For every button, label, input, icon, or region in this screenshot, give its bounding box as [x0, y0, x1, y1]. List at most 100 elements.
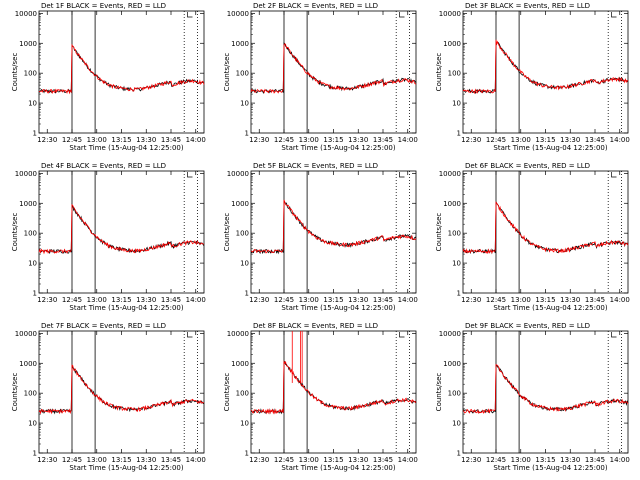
x-tick-label: 13:30 [136, 456, 156, 464]
y-axis-label: Counts/sec [223, 373, 231, 412]
panel-title: Det 2F BLACK = Events, RED = LLD [253, 2, 378, 10]
y-axis-label: Counts/sec [223, 213, 231, 252]
series-events-line [250, 199, 417, 255]
series-lld-line [250, 199, 417, 254]
y-axis-label: Counts/sec [223, 53, 231, 92]
x-tick-label: 13:30 [560, 456, 580, 464]
y-axis-label: Counts/sec [435, 373, 443, 412]
x-tick-label: 13:00 [299, 136, 319, 144]
x-tick-label: 13:15 [111, 296, 131, 304]
x-tick-label: 12:45 [274, 296, 294, 304]
series-events-line [38, 203, 205, 255]
panel-title: Det 1F BLACK = Events, RED = LLD [41, 2, 166, 10]
panel-title: Det 9F BLACK = Events, RED = LLD [465, 322, 590, 330]
y-tick-label: 10 [452, 100, 461, 108]
x-tick-label: 13:00 [511, 296, 531, 304]
x-tick-label: 14:00 [610, 456, 630, 464]
x-tick-label: 13:00 [299, 296, 319, 304]
x-tick-label: 13:15 [111, 136, 131, 144]
series-events-line [462, 364, 629, 414]
plot-frame [38, 170, 205, 294]
x-tick-label: 13:30 [136, 296, 156, 304]
x-tick-label: 13:15 [323, 296, 343, 304]
x-tick-label: 12:45 [486, 296, 506, 304]
x-tick-label: 13:45 [373, 296, 393, 304]
x-tick-label: 13:00 [87, 296, 107, 304]
panel-title: Det 4F BLACK = Events, RED = LLD [41, 162, 166, 170]
panel-title: Det 7F BLACK = Events, RED = LLD [41, 322, 166, 330]
x-axis-label: Start Time (15-Aug-04 12:25:00) [281, 144, 395, 152]
y-tick-label: 1000 [443, 40, 461, 48]
x-tick-label: 13:00 [87, 456, 107, 464]
series-events-line [38, 45, 205, 94]
panel-title: Det 3F BLACK = Events, RED = LLD [465, 2, 590, 10]
y-tick-label: 10 [240, 260, 249, 268]
y-tick-label: 10000 [15, 170, 37, 178]
y-tick-label: 10000 [439, 330, 461, 338]
y-tick-label: 100 [448, 70, 461, 78]
y-tick-label: 1 [33, 290, 37, 298]
series-events-line [250, 41, 417, 95]
x-tick-label: 13:30 [348, 456, 368, 464]
interval-bracket [187, 12, 193, 18]
x-tick-label: 13:00 [87, 136, 107, 144]
y-tick-label: 10 [452, 260, 461, 268]
interval-bracket [187, 332, 193, 338]
x-tick-label: 14:00 [610, 296, 630, 304]
y-tick-label: 1 [33, 450, 37, 458]
x-axis-label: Start Time (15-Aug-04 12:25:00) [69, 144, 183, 152]
detector-panel: 1 10 100 1000 10000 12:30 12:45 13:00 13:15 13:30… [11, 2, 206, 152]
x-tick-label: 12:30 [249, 296, 269, 304]
series-lld-line [38, 203, 205, 255]
detector-panel: 1 10 100 1000 10000 12:30 12:45 13:00 13:15 13:30… [435, 162, 630, 312]
series-lld-line [462, 201, 629, 254]
x-tick-label: 13:00 [299, 456, 319, 464]
x-axis-label: Start Time (15-Aug-04 12:25:00) [281, 304, 395, 312]
y-tick-label: 1 [245, 290, 249, 298]
plot-frame [462, 170, 629, 294]
y-tick-label: 10 [28, 260, 37, 268]
x-tick-label: 12:45 [274, 456, 294, 464]
plot-frame [38, 10, 205, 134]
x-tick-label: 13:45 [373, 136, 393, 144]
x-tick-label: 14:00 [398, 456, 418, 464]
plot-frame [462, 330, 629, 454]
x-tick-label: 12:45 [62, 296, 82, 304]
x-tick-label: 13:00 [511, 136, 531, 144]
y-axis-label: Counts/sec [435, 213, 443, 252]
x-tick-label: 14:00 [398, 136, 418, 144]
y-tick-label: 1000 [443, 360, 461, 368]
y-tick-label: 100 [24, 230, 37, 238]
x-tick-label: 13:45 [161, 136, 181, 144]
x-tick-label: 14:00 [186, 136, 206, 144]
series-lld-line [250, 43, 417, 94]
y-tick-label: 1 [33, 130, 37, 138]
x-tick-label: 12:30 [461, 136, 481, 144]
interval-bracket [399, 332, 405, 338]
y-tick-label: 1000 [19, 360, 37, 368]
y-tick-label: 10000 [227, 330, 249, 338]
y-tick-label: 1 [245, 450, 249, 458]
x-tick-label: 13:45 [373, 456, 393, 464]
x-tick-label: 12:30 [461, 296, 481, 304]
y-tick-label: 1000 [231, 360, 249, 368]
y-tick-label: 1 [457, 130, 461, 138]
x-tick-label: 12:45 [62, 136, 82, 144]
plot-frame [38, 330, 205, 454]
x-tick-label: 13:15 [111, 456, 131, 464]
y-tick-label: 10 [240, 420, 249, 428]
x-tick-label: 13:15 [323, 136, 343, 144]
plot-frame [250, 10, 417, 134]
panel-title: Det 5F BLACK = Events, RED = LLD [253, 162, 378, 170]
x-tick-label: 13:45 [585, 136, 605, 144]
y-tick-label: 10000 [227, 170, 249, 178]
x-tick-label: 12:45 [486, 456, 506, 464]
interval-bracket [399, 172, 405, 178]
y-tick-label: 10 [28, 100, 37, 108]
detector-panel: 1 10 100 1000 10000 12:30 12:45 13:00 13:15 13:30… [223, 162, 418, 312]
x-tick-label: 12:45 [62, 456, 82, 464]
y-tick-label: 100 [236, 70, 249, 78]
plot-frame [250, 170, 417, 294]
y-tick-label: 1000 [19, 200, 37, 208]
